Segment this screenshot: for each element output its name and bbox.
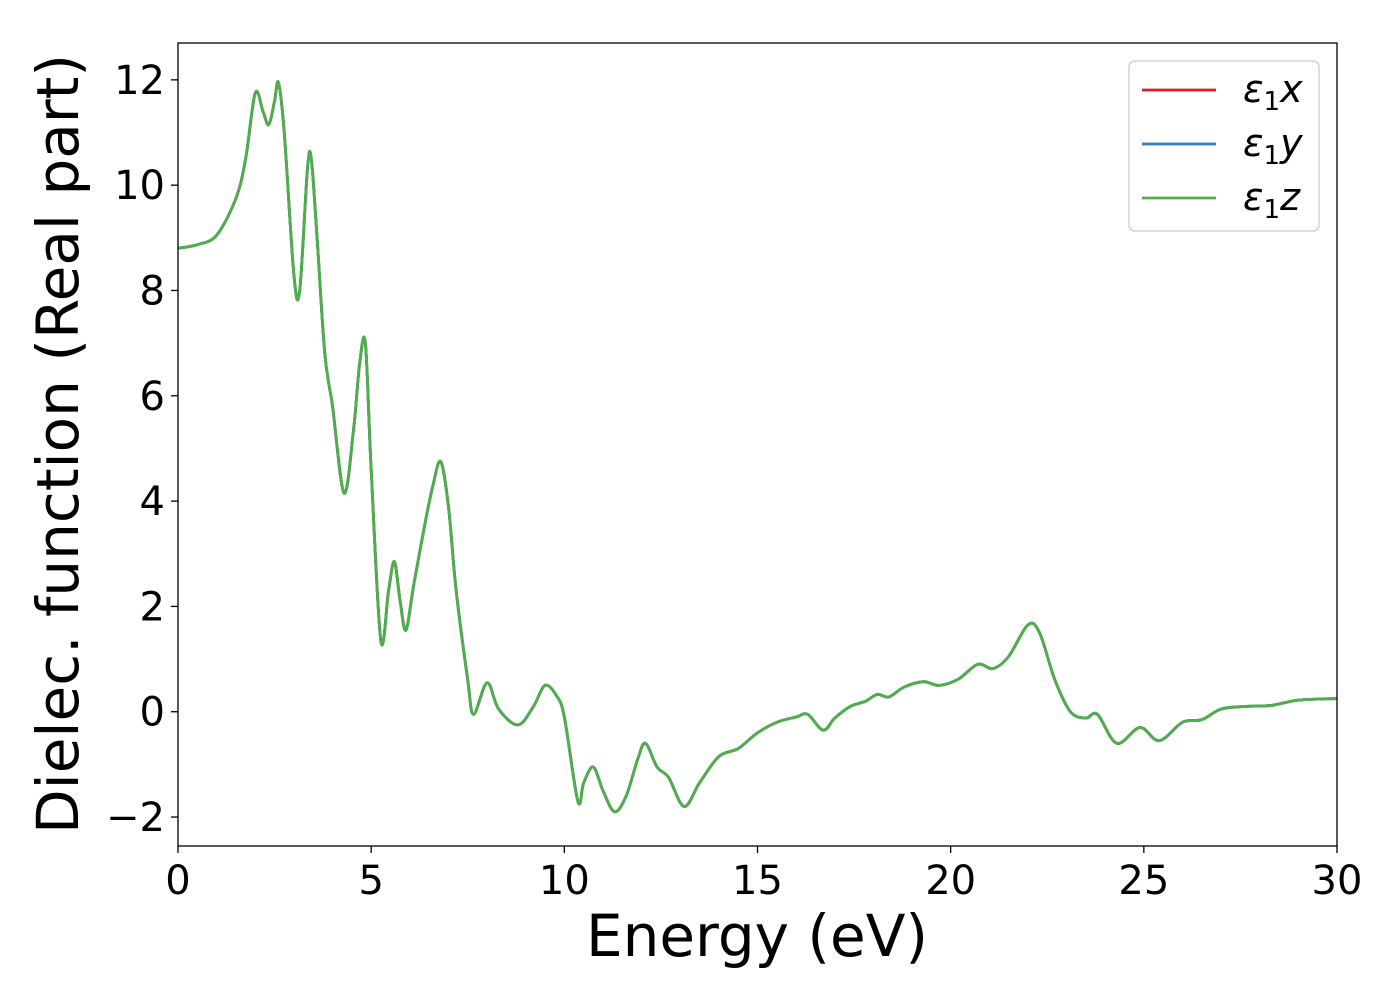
legend-label: ε1z <box>1243 175 1301 225</box>
legend-axis: x <box>1279 67 1303 111</box>
x-tick-label: 5 <box>358 858 383 904</box>
y-axis-ticks: −2 0 2 4 6 8 10 12 <box>106 58 178 841</box>
x-axis-ticks: 0 5 10 15 20 25 30 <box>165 846 1362 904</box>
x-axis-title: Energy (eV) <box>586 902 928 970</box>
legend-axis: z <box>1279 175 1301 219</box>
legend-label: ε1y <box>1243 121 1303 171</box>
legend-axis: y <box>1279 121 1303 165</box>
legend-box <box>1128 60 1320 232</box>
y-tick-label: 4 <box>140 479 165 525</box>
legend-symbol: ε <box>1243 67 1264 111</box>
series-line-1z <box>178 80 1337 814</box>
y-tick-label: 0 <box>140 690 165 736</box>
x-tick-label: 30 <box>1312 858 1363 904</box>
y-axis-title: Dielec. function (Real part) <box>24 54 92 834</box>
y-tick-label: 10 <box>114 163 165 209</box>
y-tick-label: 8 <box>140 268 165 314</box>
x-tick-label: 10 <box>539 858 590 904</box>
x-tick-label: 15 <box>732 858 783 904</box>
x-tick-label: 20 <box>925 858 976 904</box>
x-tick-label: 25 <box>1118 858 1169 904</box>
series-layer <box>178 80 1337 814</box>
y-tick-label: 6 <box>140 374 165 420</box>
y-tick-label: 2 <box>140 584 165 630</box>
legend-subscript: 1 <box>1264 195 1281 225</box>
y-tick-label: −2 <box>106 795 165 841</box>
x-tick-label: 0 <box>165 858 190 904</box>
legend-label: ε1x <box>1243 67 1303 117</box>
plot-frame <box>177 42 1338 847</box>
legend-symbol: ε <box>1243 121 1264 165</box>
legend-subscript: 1 <box>1264 141 1281 171</box>
y-tick-label: 12 <box>114 58 165 104</box>
legend-symbol: ε <box>1243 175 1264 219</box>
legend-subscript: 1 <box>1264 87 1281 117</box>
